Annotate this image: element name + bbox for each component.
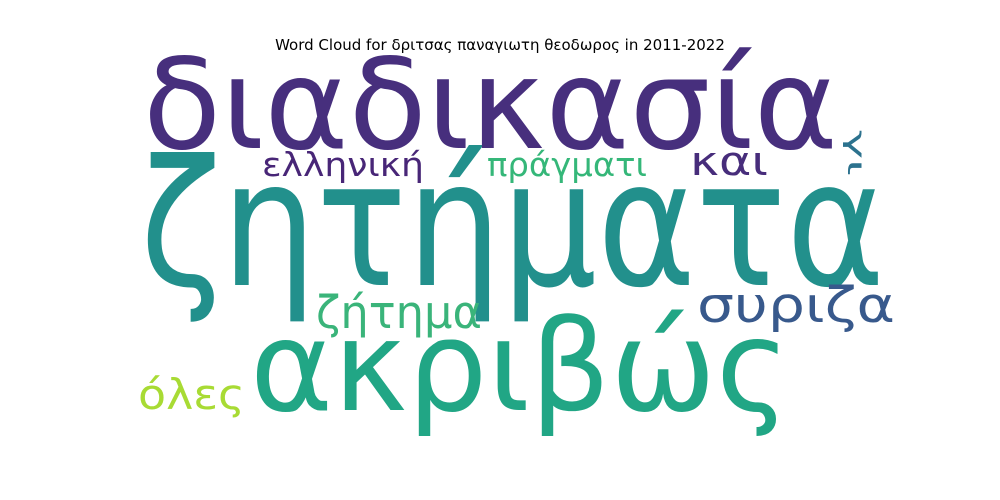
chart-title: Word Cloud for δριτσας παναγιωτη θεοδωρο… (275, 36, 725, 54)
word-διαδικασία: διαδικασία (143, 31, 838, 178)
word-γι: γι (842, 130, 871, 176)
word-ζήτημα: ζήτημα (316, 286, 482, 339)
word-ζητήματα: ζητήματα (140, 124, 885, 327)
word-ακριβώς: ακριβώς (250, 293, 790, 440)
word-όλες: όλες (138, 370, 245, 419)
word-πράγματι: πράγματι (487, 145, 647, 184)
word-ελληνική: ελληνική (262, 145, 424, 184)
word-και: και (690, 139, 768, 185)
word-συριζα: συριζα (697, 277, 895, 334)
